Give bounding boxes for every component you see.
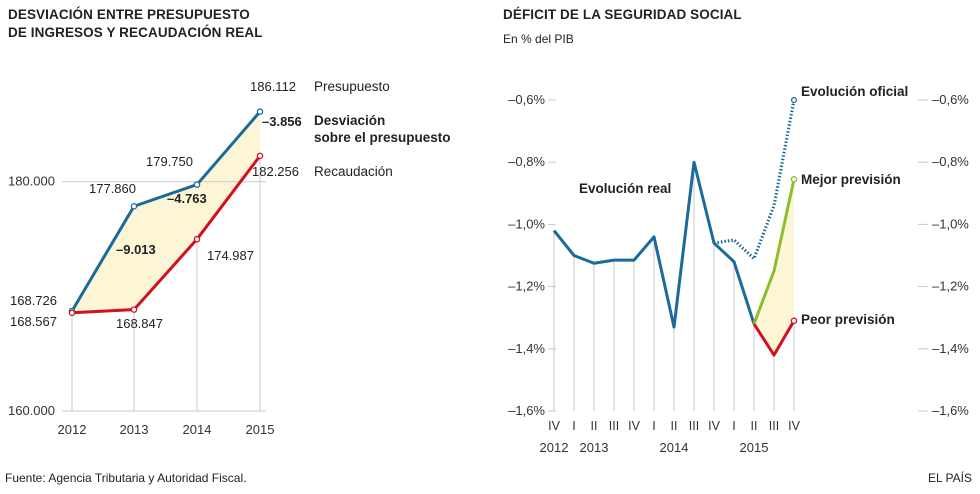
forecast-area [754,179,794,356]
y-tick-label: 180.000 [8,174,55,189]
recaudacion-value-label: 174.987 [207,248,254,263]
data-point [130,306,138,313]
series-line-3 [752,320,796,357]
quarter-tick-label: II [671,419,678,433]
series-line-presupuesto [70,110,262,312]
right-chart-title: DÉFICIT DE LA SEGURIDAD SOCIAL [503,7,742,22]
data-point [68,309,76,317]
series-line-recaudacion [71,154,262,315]
series-line-2 [752,178,796,325]
quarter-tick-label: IV [708,419,720,433]
recaudacion-value-label: 168.847 [116,316,163,331]
brand-label: EL PAÍS [927,471,972,485]
legend-deviation-line2: sobre el presupuesto [314,130,451,145]
y-tick-label-right: –0,6% [932,92,969,107]
data-point [256,152,264,160]
year-label: 2012 [540,440,569,455]
presupuesto-value-label: 186.112 [250,79,296,94]
label-mejor-prevision: Mejor previsión [801,172,901,187]
deviation-value-label: –3.856 [262,114,302,129]
label-evolucion-oficial: Evolución oficial [801,84,908,99]
x-tick-label: 2012 [58,422,87,437]
quarter-tick-label: III [609,419,619,433]
year-label: 2015 [740,440,769,455]
quarter-tick-label: IV [788,419,800,433]
quarter-tick-label: II [591,419,598,433]
x-tick-label: 2015 [246,422,275,437]
presupuesto-value-label: 177.860 [89,181,136,196]
y-tick-label-left: –1,4% [508,341,545,356]
right-chart-unit-label: En % del PIB [503,32,574,46]
x-tick-label: 2014 [183,422,212,437]
year-label: 2014 [660,440,689,455]
y-tick-label-left: –1,6% [508,403,545,418]
best-forecast-endpoint [790,176,798,183]
quarter-tick-label: I [652,419,655,433]
legend-presupuesto: Presupuesto [314,79,390,94]
left-chart-title-line2: DE INGRESOS Y RECAUDACIÓN REAL [8,25,263,40]
y-tick-label: 160.000 [8,403,55,418]
worst-forecast-endpoint [790,317,798,325]
data-point [130,202,138,210]
y-tick-label-left: –0,8% [508,154,545,169]
deviation-area [72,111,260,313]
quarter-tick-label: I [732,419,735,433]
y-tick-label-right: –1,0% [932,216,969,231]
y-tick-label-right: –1,6% [932,403,969,418]
quarter-tick-label: III [769,419,779,433]
presupuesto-value-label: 179.750 [146,154,193,169]
deviation-value-label: –4.763 [167,191,207,206]
y-tick-label-left: –0,6% [508,92,545,107]
quarter-tick-label: III [689,419,699,433]
quarter-tick-label: II [751,419,758,433]
source-note: Fuente: Agencia Tributaria y Autoridad F… [5,471,247,485]
official-endpoint [790,96,798,104]
presupuesto-value-label: 168.726 [10,293,57,308]
y-tick-label-left: –1,2% [508,279,545,294]
quarter-tick-label: IV [548,419,560,433]
legend-deviation-line1: Desviación [314,113,385,128]
data-point [193,235,201,243]
year-label: 2013 [580,440,609,455]
deviation-value-label: –9.013 [116,242,156,257]
quarter-tick-label: IV [628,419,640,433]
y-tick-label-left: –1,0% [508,216,545,231]
label-evolucion-real: Evolución real [579,181,671,196]
data-point [193,181,201,188]
quarter-tick-label: I [572,419,575,433]
left-chart-title: DESVIACIÓN ENTRE PRESUPUESTO DE INGRESOS… [8,6,263,42]
recaudacion-value-label: 168.567 [10,314,57,329]
y-tick-label-right: –0,8% [932,154,969,169]
data-point [256,108,264,115]
left-chart-title-line1: DESVIACIÓN ENTRE PRESUPUESTO [8,7,250,22]
right-chart: –0,6% –0,6% –0,8% –0,8% –1,0% –1,0% –1,2% –1,2%… [508,84,969,455]
recaudacion-value-label: 182.256 [252,164,299,179]
series-line-0 [552,160,756,329]
label-peor-prevision: Peor previsión [801,312,895,327]
legend-recaudacion: Recaudación [314,164,393,179]
y-tick-label-right: –1,2% [932,279,969,294]
y-tick-label-right: –1,4% [932,341,969,356]
x-tick-label: 2013 [120,422,149,437]
